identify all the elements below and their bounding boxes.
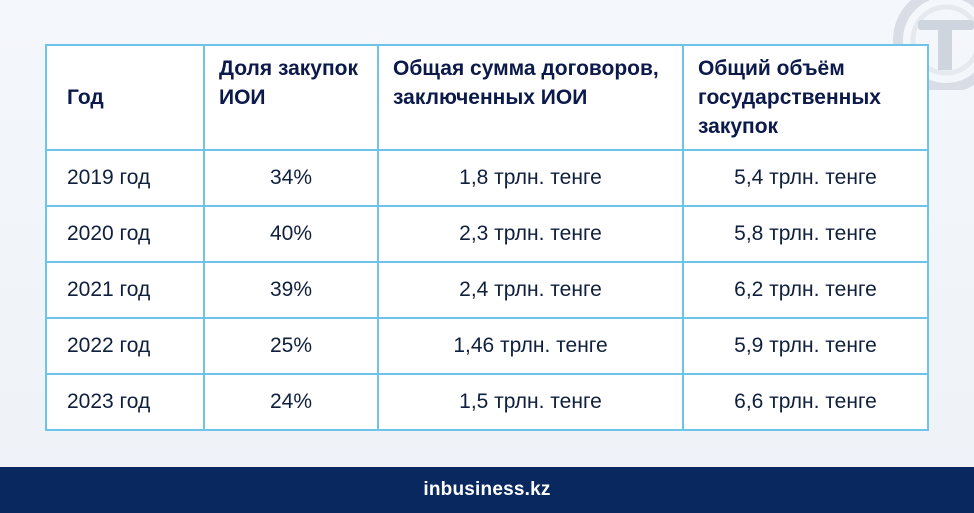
cell-share: 24% (203, 373, 379, 431)
tenge-logo-watermark-icon (893, 0, 974, 90)
cell-procurement-volume: 5,8 трлн. тенге (682, 205, 929, 263)
header-procurement-volume: Общий объём государственных закупок (682, 44, 929, 151)
table-row: 2023 год 24% 1,5 трлн. тенге 6,6 трлн. т… (45, 373, 929, 431)
cell-share: 34% (203, 149, 379, 207)
cell-share: 39% (203, 261, 379, 319)
cell-share: 25% (203, 317, 379, 375)
table-row: 2022 год 25% 1,46 трлн. тенге 5,9 трлн. … (45, 317, 929, 375)
cell-year: 2023 год (45, 373, 205, 431)
header-share: Доля закупок ИОИ (203, 44, 379, 151)
header-contracts-total: Общая сумма договоров, заключенных ИОИ (377, 44, 684, 151)
cell-contracts-total: 1,5 трлн. тенге (377, 373, 684, 431)
cell-contracts-total: 2,3 трлн. тенге (377, 205, 684, 263)
table-row: 2021 год 39% 2,4 трлн. тенге 6,2 трлн. т… (45, 261, 929, 319)
procurement-table-wrapper: Год Доля закупок ИОИ Общая сумма договор… (45, 44, 929, 431)
cell-contracts-total: 1,46 трлн. тенге (377, 317, 684, 375)
cell-contracts-total: 1,8 трлн. тенге (377, 149, 684, 207)
table-header-row: Год Доля закупок ИОИ Общая сумма договор… (45, 44, 929, 151)
cell-year: 2022 год (45, 317, 205, 375)
footer-bar: inbusiness.kz (0, 467, 974, 513)
cell-procurement-volume: 5,4 трлн. тенге (682, 149, 929, 207)
cell-year: 2021 год (45, 261, 205, 319)
cell-procurement-volume: 6,6 трлн. тенге (682, 373, 929, 431)
header-year: Год (45, 44, 205, 151)
cell-year: 2019 год (45, 149, 205, 207)
table-row: 2020 год 40% 2,3 трлн. тенге 5,8 трлн. т… (45, 205, 929, 263)
table-row: 2019 год 34% 1,8 трлн. тенге 5,4 трлн. т… (45, 149, 929, 207)
procurement-table: Год Доля закупок ИОИ Общая сумма договор… (45, 44, 929, 431)
cell-year: 2020 год (45, 205, 205, 263)
cell-procurement-volume: 6,2 трлн. тенге (682, 261, 929, 319)
cell-procurement-volume: 5,9 трлн. тенге (682, 317, 929, 375)
cell-contracts-total: 2,4 трлн. тенге (377, 261, 684, 319)
brand-logo: inbusiness.kz (423, 479, 551, 500)
cell-share: 40% (203, 205, 379, 263)
